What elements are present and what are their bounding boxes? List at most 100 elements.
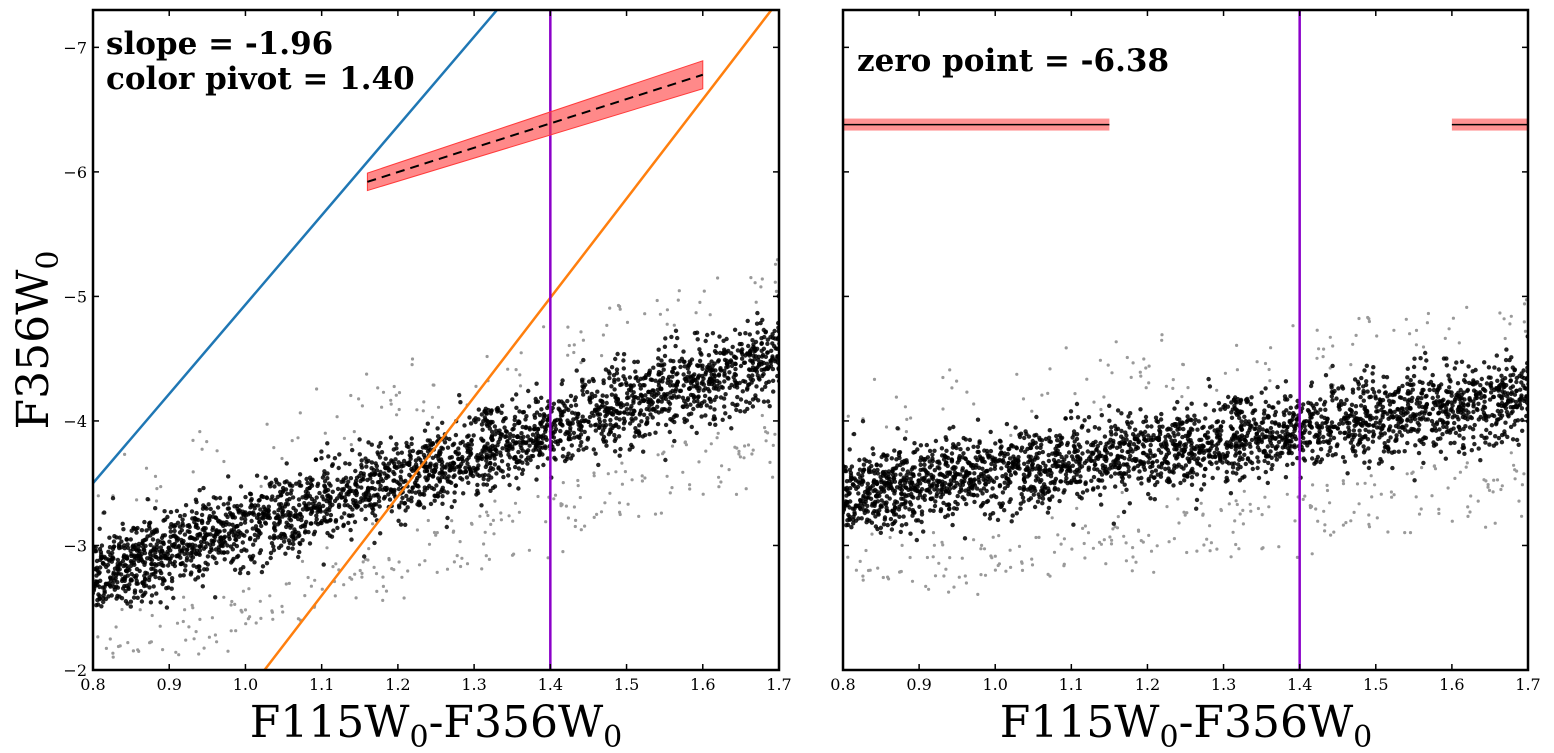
selected-star (931, 276, 935, 280)
rejected-star (990, 394, 993, 397)
selected-star (684, 379, 688, 383)
rejected-star (1287, 272, 1290, 275)
selected-star (1535, 122, 1539, 126)
selected-star (1345, 165, 1349, 169)
selected-star (400, 496, 404, 500)
selected-star (1179, 236, 1183, 240)
selected-star (784, 340, 788, 344)
selected-star (781, 326, 785, 330)
selected-star (1295, 199, 1299, 203)
rejected-star (411, 363, 414, 366)
selected-star (948, 304, 952, 308)
selected-star (1303, 159, 1307, 163)
selected-star (1240, 197, 1244, 201)
selected-star (943, 296, 947, 300)
selected-star (1049, 262, 1053, 266)
rejected-star (1084, 334, 1087, 337)
rejected-star (1294, 114, 1297, 117)
selected-star (1094, 245, 1098, 249)
selected-star (0, 582, 1, 586)
selected-star (1214, 222, 1218, 226)
selected-star (881, 330, 885, 334)
rejected-star (3, 526, 6, 529)
selected-star (1442, 146, 1446, 150)
selected-star (1102, 235, 1106, 239)
selected-star (1172, 237, 1176, 241)
selected-star (1170, 239, 1174, 243)
selected-star (1342, 185, 1346, 189)
rejected-star (1005, 370, 1008, 373)
selected-star (1204, 211, 1208, 215)
rejected-star (887, 429, 890, 432)
selected-star (1317, 138, 1321, 142)
selected-star (1448, 137, 1452, 141)
rejected-star (1078, 188, 1081, 191)
selected-star (978, 260, 982, 264)
selected-star (1498, 107, 1502, 111)
selected-star (1364, 141, 1368, 145)
rejected-star (1034, 383, 1037, 386)
selected-star (874, 324, 878, 328)
selected-star (1336, 206, 1340, 210)
selected-star (1536, 116, 1540, 120)
selected-star (1349, 175, 1353, 179)
selected-star (1405, 178, 1409, 182)
selected-star (445, 525, 449, 529)
rejected-star (1310, 107, 1313, 110)
selected-star (1141, 243, 1145, 247)
selected-star (984, 262, 988, 266)
selected-star (974, 268, 978, 272)
selected-star (879, 326, 883, 330)
rejected-star (301, 560, 304, 563)
rejected-star (829, 262, 832, 265)
selected-star (73, 596, 77, 600)
selected-star (927, 293, 931, 297)
rejected-star (1160, 149, 1163, 152)
selected-star (690, 425, 694, 429)
selected-star (1075, 246, 1079, 250)
selected-star (870, 262, 874, 266)
rejected-star (233, 603, 236, 606)
selected-star (1091, 249, 1095, 253)
selected-star (1155, 198, 1159, 202)
rejected-star (174, 651, 177, 654)
rejected-star (151, 614, 154, 617)
selected-star (1158, 239, 1162, 243)
selected-star (15, 571, 19, 575)
rejected-star (403, 596, 406, 599)
rejected-star (681, 471, 684, 474)
selected-star (380, 450, 384, 454)
rejected-star (1176, 301, 1179, 304)
rejected-star (1377, 256, 1380, 259)
selected-star (1462, 137, 1466, 141)
rejected-star (1079, 319, 1082, 322)
selected-star (1473, 145, 1477, 149)
selected-star (1224, 221, 1228, 225)
selected-star (911, 248, 915, 252)
selected-star (1433, 154, 1437, 158)
rejected-star (626, 321, 629, 324)
selected-star (865, 312, 869, 316)
rejected-star (752, 449, 755, 452)
rejected-star (735, 493, 738, 496)
selected-star (1033, 290, 1037, 294)
selected-star (21, 587, 25, 591)
selected-star (83, 563, 87, 567)
selected-star (713, 423, 717, 427)
selected-star (59, 598, 63, 602)
selected-star (21, 597, 25, 601)
selected-star (534, 477, 538, 481)
rejected-star (350, 578, 353, 581)
rejected-star (1314, 268, 1317, 271)
selected-star (766, 399, 770, 403)
selected-star (1199, 224, 1203, 228)
selected-star (19, 564, 23, 568)
selected-star (1063, 236, 1067, 240)
rejected-star (1287, 250, 1290, 253)
rejected-star (976, 361, 979, 364)
rejected-star (280, 605, 283, 608)
rejected-star (1032, 333, 1035, 336)
rejected-star (1288, 280, 1291, 283)
selected-star (77, 580, 81, 584)
selected-star (782, 360, 786, 364)
